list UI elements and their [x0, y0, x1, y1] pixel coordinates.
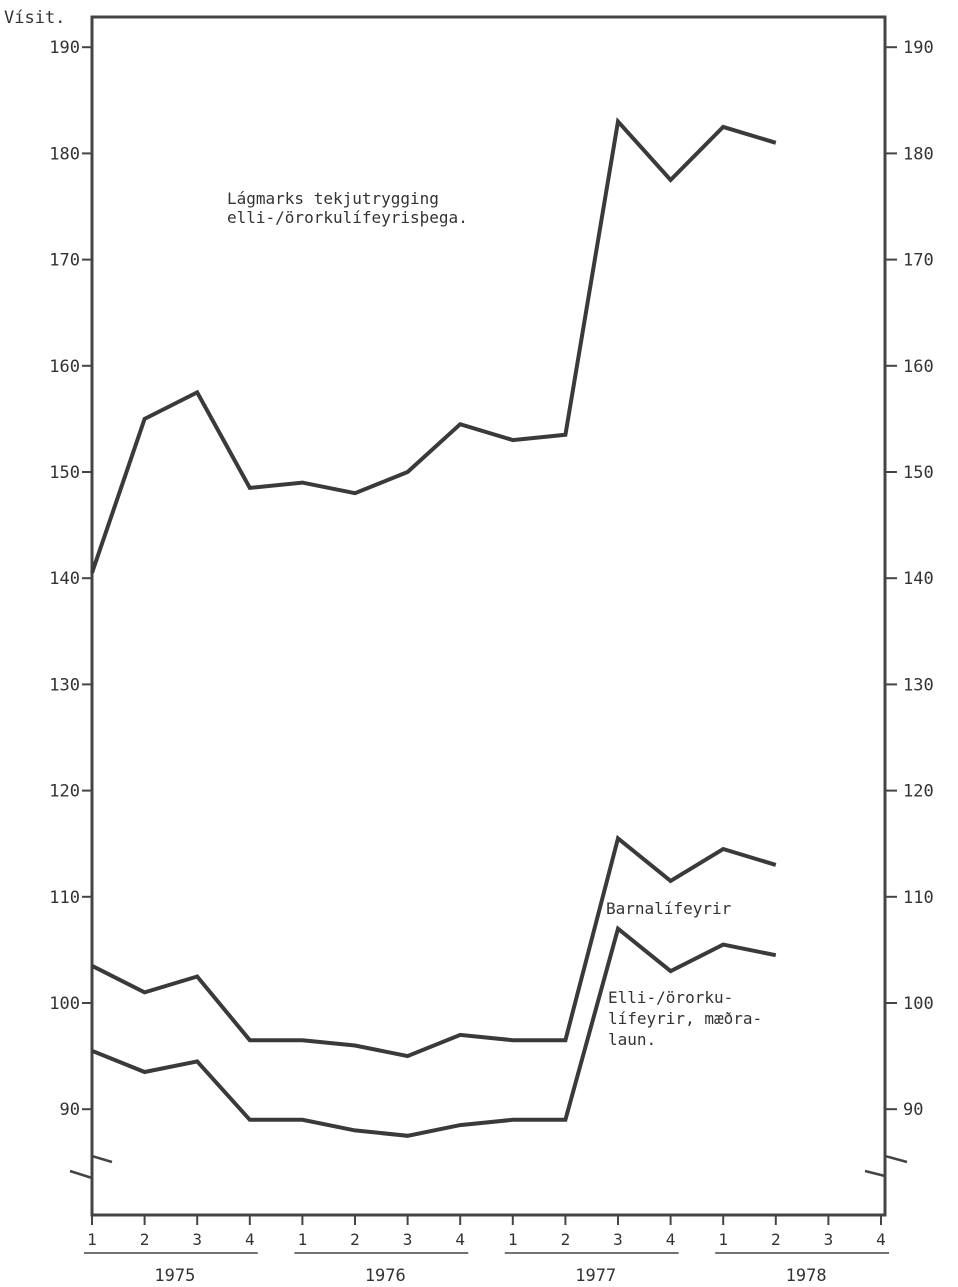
axis-ticks: 90 90 100 100 110 110 120 120 130 130 140 140 150 150… [49, 38, 933, 1120]
series-line-3 [91, 925, 777, 1138]
x-tick-label: 4 [455, 1230, 465, 1249]
y-tick-label-right: 110 [903, 888, 934, 908]
y-tick-label-right: 120 [903, 782, 934, 802]
y-tick-label-right: 90 [903, 1100, 923, 1120]
series-label-3: laun. [608, 1030, 656, 1049]
x-tick-label: 3 [192, 1230, 202, 1249]
series-label-3: Elli-/örorku- [608, 988, 733, 1007]
x-tick-label: 4 [876, 1230, 886, 1249]
x-tick-label: 1 [508, 1230, 518, 1249]
y-tick-label-left: 160 [49, 357, 80, 377]
series-labels: Lágmarks tekjutryggingelli-/örorkulífeyr… [227, 189, 762, 1049]
series-label-1: Lágmarks tekjutrygging [227, 189, 439, 208]
y-tick-label-right: 160 [903, 357, 934, 377]
y-tick-label-left: 150 [49, 463, 80, 483]
y-tick-label-right: 130 [903, 675, 934, 695]
year-label: 1978 [786, 1266, 827, 1286]
y-tick-label-left: 190 [49, 38, 80, 58]
series-label-1: elli-/örorkulífeyrisþega. [227, 208, 468, 227]
y-tick-label-right: 150 [903, 463, 934, 483]
x-tick-label: 3 [824, 1230, 834, 1249]
y-tick-label-left: 130 [49, 675, 80, 695]
y-tick-label-right: 170 [903, 251, 934, 271]
left-axis-break-mark [69, 1154, 113, 1180]
series-lines [90, 117, 777, 1138]
plot-frame [90, 15, 887, 1217]
year-label: 1975 [154, 1266, 195, 1286]
y-tick-label-left: 170 [49, 251, 80, 271]
year-label: 1977 [575, 1266, 616, 1286]
series-line-2 [91, 834, 777, 1059]
series-label-2: Barnalífeyrir [606, 899, 732, 918]
x-tick-label: 2 [350, 1230, 360, 1249]
y-tick-label-left: 140 [49, 569, 80, 589]
x-tick-label: 3 [613, 1230, 623, 1249]
year-label: 1976 [365, 1266, 406, 1286]
y-tick-label-left: 180 [49, 144, 80, 164]
series-label-3: lífeyrir, mæðra- [608, 1009, 762, 1028]
y-tick-label-left: 100 [49, 994, 80, 1014]
axis-break-marks [69, 1154, 908, 1180]
y-axis-title: Vísit. [4, 8, 65, 28]
y-tick-label-right: 100 [903, 994, 934, 1014]
y-tick-label-left: 90 [60, 1100, 80, 1120]
x-axis: 1 2 3 4 1 2 3 4 1 2 3 4 1 2 3 4 1975 1976 1977 1978 [84, 1215, 889, 1286]
x-tick-label: 2 [771, 1230, 781, 1249]
right-axis-break-mark [864, 1154, 908, 1178]
x-tick-label: 2 [140, 1230, 150, 1249]
x-tick-label: 4 [666, 1230, 676, 1249]
x-tick-label: 1 [298, 1230, 308, 1249]
y-tick-label-right: 190 [903, 38, 934, 58]
x-tick-label: 4 [245, 1230, 255, 1249]
y-tick-label-left: 120 [49, 782, 80, 802]
x-tick-label: 3 [403, 1230, 413, 1249]
x-tick-label: 1 [718, 1230, 728, 1249]
y-tick-label-left: 110 [49, 888, 80, 908]
x-tick-label: 2 [561, 1230, 571, 1249]
x-tick-label: 1 [87, 1230, 97, 1249]
y-tick-label-right: 180 [903, 144, 934, 164]
y-tick-label-right: 140 [903, 569, 934, 589]
series-line-1 [90, 117, 777, 574]
